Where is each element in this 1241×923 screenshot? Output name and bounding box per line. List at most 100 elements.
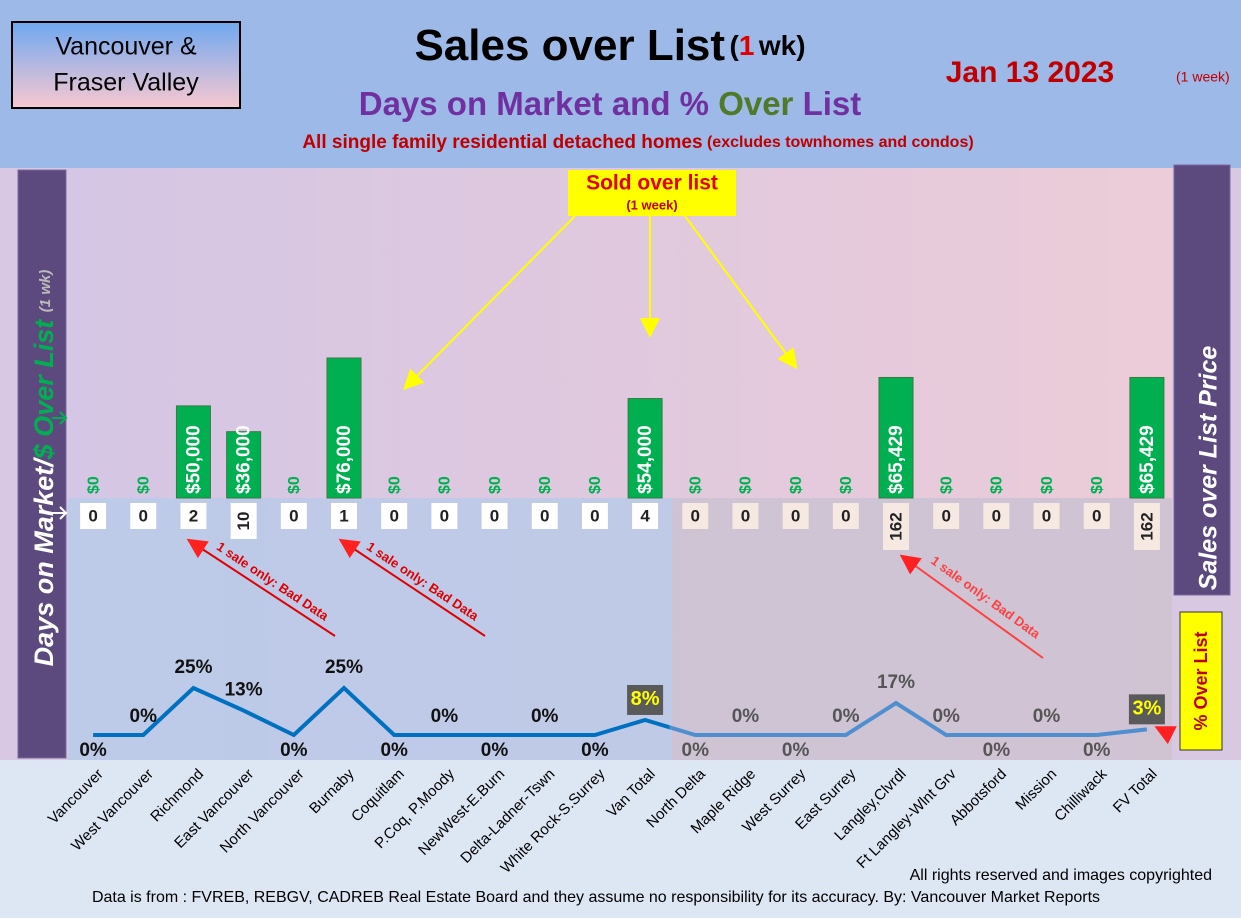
pointer [1154,726,1177,745]
title-note: wk) [758,30,806,61]
bar-label: $0 [386,476,403,494]
total-box [1128,694,1165,725]
bar [326,357,362,499]
days-label: 0 [88,506,97,525]
days-label: 0 [139,506,148,525]
pct-label: 0% [280,740,308,761]
days-box [531,503,558,529]
pct-label: 0% [79,740,107,761]
subtitle-part: List [803,85,862,122]
y-label: Days on Market/$ Over List (1 wk) [29,270,59,667]
y2-label-panel [1173,164,1231,596]
title: Sales over List [414,21,725,70]
pct-label: 8% [631,688,660,710]
days-box [80,503,107,529]
days-box [883,503,909,550]
annotation-arrow [338,538,486,637]
days-box [331,503,357,529]
pct-line [93,685,1148,738]
days-label: 0 [741,506,750,525]
pct-label: 25% [325,657,363,678]
pct-label: 0% [581,740,609,761]
subtitle-part: Days on Market and % [359,85,709,122]
bar-label: $0 [587,476,604,494]
days-label: 0 [992,506,1001,525]
y-label-part: $ Over List [29,319,59,461]
days-label: 0 [841,506,850,525]
bar-label: $0 [1039,476,1056,494]
bar [175,405,211,499]
callout-box [568,170,736,216]
days-label: 10 [234,512,253,531]
pct-label: 0% [732,706,760,727]
subtitle-part: Over [718,85,793,122]
bar-label: $0 [437,476,454,494]
footer-bg [0,760,1241,918]
pointer [52,411,68,425]
y2-label: Sales over List Price [1195,346,1223,591]
bar-label: $0 [1089,476,1106,494]
bar-label: $54,000 [635,425,656,494]
pct-label: 0% [431,706,459,727]
pct-label: 0% [531,706,559,727]
days-label: 0 [389,506,398,525]
days-label: 162 [1137,512,1156,540]
days-box [732,503,759,529]
pct-label: 0% [1033,706,1061,727]
pct-label: 0% [932,706,960,727]
days-label: 0 [791,506,800,525]
callout: Sold over list [586,172,718,195]
bar-label: $0 [537,476,554,494]
days-box [431,503,458,529]
region-line: Vancouver & [55,33,197,61]
pct-label: 0% [481,740,509,761]
bar [1129,376,1165,499]
days-box [632,503,659,529]
days-label: 4 [640,506,650,525]
bar-label: $0 [788,476,805,494]
days-label: 0 [941,506,950,525]
annotation-arrow [899,554,1044,659]
pct-label: 0% [832,706,860,727]
title-row: Sales over List (1 wk) [414,21,805,70]
days-label: 0 [440,506,449,525]
bar-label: $0 [286,476,303,494]
days-box [983,503,1010,529]
region-box [11,21,241,109]
legend-label: % Over List [1191,631,1211,730]
callout-note: (1 week) [626,197,677,212]
days-label: 0 [490,506,499,525]
bar-label: $0 [738,476,755,494]
days-label: 0 [590,506,599,525]
y-label-panel [17,169,67,759]
region-line: Fraser Valley [53,69,199,97]
days-label: 1 [339,506,348,525]
days-label: 0 [540,506,549,525]
pct-label: 0% [782,740,810,761]
days-box [1133,503,1160,550]
days-box [381,503,408,529]
subtitle: Days on Market and % Over List [359,85,862,122]
days-box [230,503,257,539]
days-label: 0 [691,506,700,525]
pct-label: 25% [174,657,212,678]
pct-label: 0% [130,706,158,727]
annotation-arrow [186,538,336,637]
days-label: 0 [289,506,298,525]
bar-label: $65,429 [886,425,907,494]
callout-arrow [684,215,798,370]
bar-label: $0 [938,476,955,494]
description: All single family residential detached h… [302,132,973,153]
days-label: 2 [189,506,198,525]
title-note: 1 [739,30,755,61]
description-note: (excludes townhomes and condos) [707,134,974,151]
bar-label: $0 [135,476,152,494]
bar [226,431,262,499]
y-label-part: (1 wk) [37,270,54,313]
van-region [68,498,672,760]
pct-label: 0% [1083,740,1111,761]
pct-label: 17% [877,672,915,693]
days-box [1083,503,1110,529]
days-box [180,503,207,529]
